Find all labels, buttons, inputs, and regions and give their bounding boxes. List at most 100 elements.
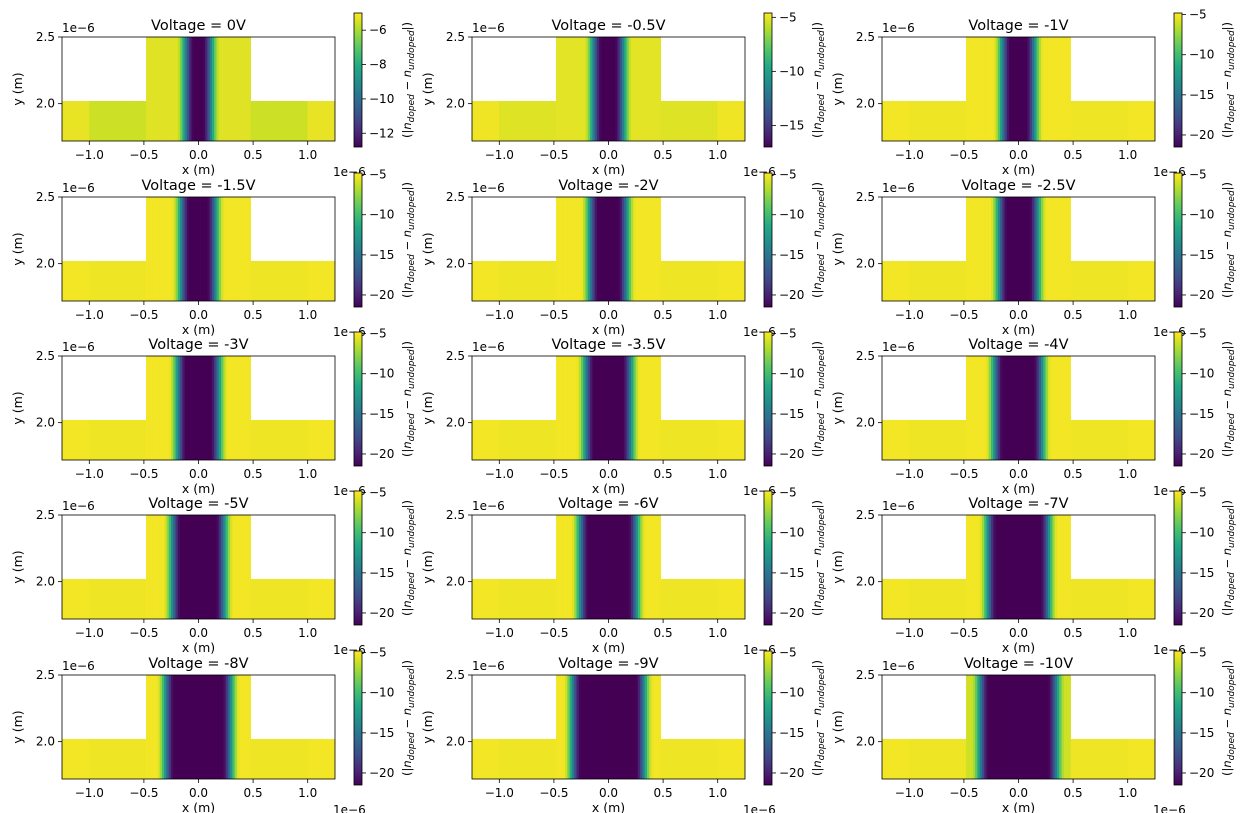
heatmap-cell	[977, 515, 981, 619]
heatmap-cell	[214, 197, 217, 301]
heatmap-cell	[255, 197, 258, 301]
heatmap-cell	[66, 675, 70, 779]
y-tick-label: 2.0	[856, 735, 875, 749]
heatmap-cell	[136, 675, 140, 779]
heatmap-cell	[644, 356, 648, 460]
heatmap-cell	[993, 37, 996, 141]
heatmap-cell	[483, 675, 486, 779]
heatmap-cell	[918, 675, 921, 779]
heatmap-cell	[615, 515, 618, 619]
heatmap-cell	[986, 356, 990, 460]
heatmap-cell	[216, 197, 220, 301]
heatmap-cell	[293, 197, 297, 301]
heatmap-cell	[1127, 675, 1131, 779]
heatmap-cell	[487, 37, 491, 141]
y-tick-label: 2.0	[856, 97, 875, 111]
heatmap-cell	[581, 197, 584, 301]
heatmap-cell	[1041, 356, 1044, 460]
heatmap-cell	[1134, 37, 1137, 141]
heatmap-cell	[1104, 197, 1108, 301]
heatmap-cell	[1136, 37, 1140, 141]
x-tick-label: −0.5	[949, 467, 978, 481]
heatmap-cell	[191, 515, 195, 619]
heatmap-cell	[583, 515, 586, 619]
heatmap-cell	[291, 515, 295, 619]
heatmap-cell	[207, 37, 211, 141]
heatmap-cell	[628, 197, 632, 301]
heatmap-cell	[1093, 675, 1097, 779]
heatmap-cell	[581, 37, 584, 141]
heatmap-cell	[298, 356, 302, 460]
heatmap-cell	[993, 515, 996, 619]
heatmap-cell	[528, 197, 532, 301]
heatmap-cell	[1150, 356, 1153, 460]
heatmap-cell	[606, 675, 609, 779]
heatmap-cell	[302, 37, 306, 141]
x-axis-label: x (m)	[592, 800, 625, 813]
x-offset-label: 1e−6	[743, 803, 776, 813]
heatmap-cell	[266, 197, 270, 301]
heatmap-cell	[601, 515, 605, 619]
heatmap-cell	[594, 37, 598, 141]
heatmap-cell	[1063, 37, 1067, 141]
heatmap-cell	[1132, 515, 1135, 619]
heatmap-cell	[697, 356, 700, 460]
heatmap-cell	[694, 197, 698, 301]
heatmap-cell	[592, 356, 596, 460]
heatmap-cell	[726, 515, 730, 619]
heatmap-cell	[569, 675, 573, 779]
heatmap-cell	[574, 675, 577, 779]
heatmap-cell	[164, 515, 167, 619]
heatmap-cell	[1077, 515, 1081, 619]
heatmap-cell	[282, 515, 286, 619]
heatmap-cell	[330, 197, 333, 301]
heatmap-cell	[1004, 197, 1008, 301]
heatmap-cell	[674, 675, 677, 779]
heatmap-cell	[161, 515, 165, 619]
heatmap-cell	[692, 37, 696, 141]
heatmap-cell	[148, 515, 151, 619]
heatmap-cell	[1118, 197, 1122, 301]
heatmap-cell	[1050, 356, 1053, 460]
heatmap-cell	[1022, 197, 1026, 301]
heatmap-cell	[965, 515, 969, 619]
heatmap-cell	[1125, 675, 1128, 779]
heatmap-cell	[318, 515, 322, 619]
heatmap-cell	[1038, 675, 1042, 779]
heatmap-cell	[282, 356, 286, 460]
heatmap-cell	[1079, 197, 1083, 301]
heatmap-cell	[259, 675, 263, 779]
heatmap-cell	[184, 197, 188, 301]
heatmap-cell	[1027, 37, 1031, 141]
heatmap-cell	[685, 37, 689, 141]
heatmap-cell	[89, 515, 92, 619]
heatmap-cell	[938, 515, 942, 619]
heatmap-cell	[956, 356, 960, 460]
heatmap-cell	[275, 37, 279, 141]
heatmap-cell	[478, 515, 482, 619]
heatmap-cell	[499, 37, 502, 141]
heatmap-cell	[70, 675, 74, 779]
heatmap-cell	[130, 675, 133, 779]
heatmap-cell	[890, 675, 894, 779]
heatmap-cell	[305, 37, 308, 141]
heatmap-cell	[535, 515, 539, 619]
heatmap-cell	[938, 356, 942, 460]
heatmap-cell	[86, 356, 90, 460]
heatmap-cell	[542, 37, 545, 141]
heatmap-cell	[1120, 515, 1124, 619]
heatmap-cell	[132, 675, 135, 779]
heatmap-cell	[196, 675, 199, 779]
heatmap-cell	[906, 515, 910, 619]
heatmap-cell	[1072, 37, 1076, 141]
heatmap-cell	[132, 37, 135, 141]
heatmap-cell	[221, 356, 224, 460]
heatmap-cell	[699, 675, 702, 779]
colorbar-tick-label: −10	[779, 686, 804, 700]
heatmap-cell	[687, 37, 691, 141]
heatmap-cell	[246, 197, 249, 301]
heatmap-cell	[995, 515, 999, 619]
heatmap-cell	[198, 356, 201, 460]
heatmap-cell	[127, 197, 131, 301]
heatmap-cell	[619, 675, 623, 779]
